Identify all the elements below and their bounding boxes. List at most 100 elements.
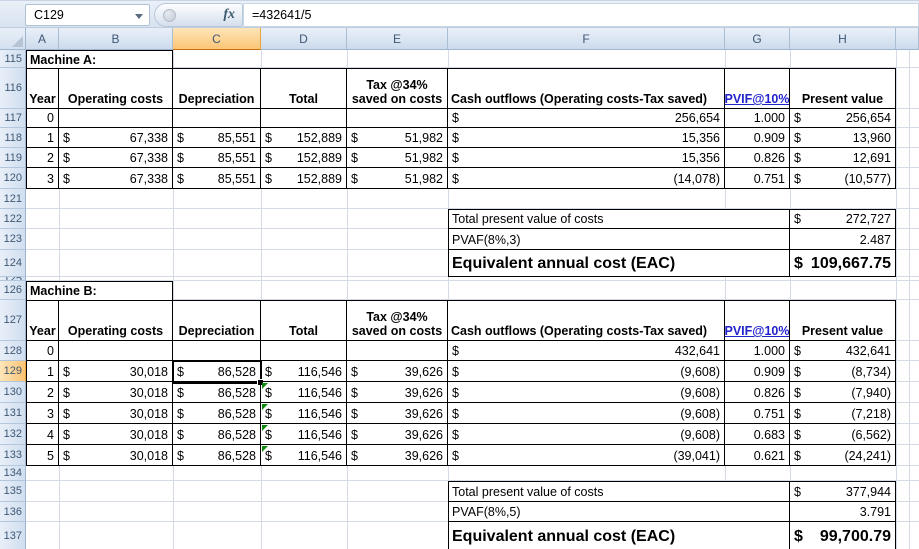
cell-F137[interactable]: Equivalent annual cost (EAC) [448, 522, 790, 549]
cell-F136[interactable]: PVAF(8%,5) [448, 502, 790, 522]
cell-F124[interactable]: Equivalent annual cost (EAC) [448, 250, 790, 277]
column-header-A[interactable]: A [26, 28, 59, 50]
cell-G130[interactable]: 0.826 [725, 382, 790, 403]
row-header-131[interactable]: 131 [0, 403, 26, 424]
cell-F119[interactable]: $15,356 [448, 148, 725, 168]
cell-A131[interactable]: 3 [26, 403, 59, 424]
cell-H116[interactable]: Present value [790, 68, 896, 109]
row-header-135[interactable]: 135 [0, 481, 26, 502]
cell-C118[interactable]: $85,551 [173, 128, 261, 148]
row-header-123[interactable]: 123 [0, 229, 26, 250]
column-header-H[interactable]: H [790, 28, 896, 50]
pvif-link-text[interactable]: PVIF@10% [725, 324, 790, 338]
cell-D120[interactable]: $152,889 [261, 168, 347, 189]
cell-E117[interactable] [347, 109, 448, 128]
cell-H117[interactable]: $256,654 [790, 109, 896, 128]
cell-F131[interactable]: $(9,608) [448, 403, 725, 424]
cell-F135[interactable]: Total present value of costs [448, 481, 790, 502]
cell-H120[interactable]: $(10,577) [790, 168, 896, 189]
select-all-corner[interactable] [0, 28, 26, 50]
column-header-F[interactable]: F [448, 28, 725, 50]
formula-input[interactable]: =432641/5 [243, 3, 919, 27]
cell-G133[interactable]: 0.621 [725, 445, 790, 466]
cell-C127[interactable]: Depreciation [173, 300, 261, 341]
row-header-120[interactable]: 120 [0, 168, 26, 189]
cell-E118[interactable]: $51,982 [347, 128, 448, 148]
cell-A127[interactable]: Year [26, 300, 59, 341]
cell-B117[interactable] [59, 109, 173, 128]
cell-C131[interactable]: $86,528 [173, 403, 261, 424]
cell-H124[interactable]: $109,667.75 [790, 250, 896, 277]
cell-E120[interactable]: $51,982 [347, 168, 448, 189]
cell-C130[interactable]: $86,528 [173, 382, 261, 403]
cell-E130[interactable]: $39,626 [347, 382, 448, 403]
cell-G118[interactable]: 0.909 [725, 128, 790, 148]
cell-H122[interactable]: $272,727 [790, 209, 896, 229]
cell-D118[interactable]: $152,889 [261, 128, 347, 148]
cell-G131[interactable]: 0.751 [725, 403, 790, 424]
cell-B129[interactable]: $30,018 [59, 361, 173, 382]
row-header-132[interactable]: 132 [0, 424, 26, 445]
cell-F123[interactable]: PVAF(8%,3) [448, 229, 790, 250]
cell-E129[interactable]: $39,626 [347, 361, 448, 382]
cell-F116[interactable]: Cash outflows (Operating costs-Tax saved… [448, 68, 725, 109]
cell-H130[interactable]: $(7,940) [790, 382, 896, 403]
cell-A129[interactable]: 1 [26, 361, 59, 382]
row-header-127[interactable]: 127 [0, 300, 26, 341]
cell-F120[interactable]: $(14,078) [448, 168, 725, 189]
row-header-137[interactable]: 137 [0, 522, 26, 549]
cell-C117[interactable] [173, 109, 261, 128]
name-box-dropdown-icon[interactable] [135, 14, 143, 19]
cell-F133[interactable]: $(39,041) [448, 445, 725, 466]
row-header-134[interactable]: 134 [0, 466, 26, 481]
cell-F129[interactable]: $(9,608) [448, 361, 725, 382]
cell-H127[interactable]: Present value [790, 300, 896, 341]
cell-G119[interactable]: 0.826 [725, 148, 790, 168]
cell-F132[interactable]: $(9,608) [448, 424, 725, 445]
cell-B130[interactable]: $30,018 [59, 382, 173, 403]
cell-H123[interactable]: 2.487 [790, 229, 896, 250]
cell-F130[interactable]: $(9,608) [448, 382, 725, 403]
cell-C128[interactable] [173, 341, 261, 361]
cell-A130[interactable]: 2 [26, 382, 59, 403]
row-header-130[interactable]: 130 [0, 382, 26, 403]
column-header-partial[interactable] [896, 28, 919, 50]
insert-function-icon[interactable]: fx [223, 7, 235, 23]
row-header-124[interactable]: 124 [0, 250, 26, 277]
row-header-136[interactable]: 136 [0, 502, 26, 522]
cell-E127[interactable]: Tax @34% saved on costs [347, 300, 448, 341]
column-header-D[interactable]: D [261, 28, 347, 50]
cell-H135[interactable]: $377,944 [790, 481, 896, 502]
cell-B133[interactable]: $30,018 [59, 445, 173, 466]
cell-A118[interactable]: 1 [26, 128, 59, 148]
cell-G117[interactable]: 1.000 [725, 109, 790, 128]
cell-H129[interactable]: $(8,734) [790, 361, 896, 382]
pvif-hyperlink[interactable]: PVIF@10% [725, 300, 790, 341]
cell-C132[interactable]: $86,528 [173, 424, 261, 445]
name-box[interactable]: C129 [25, 4, 150, 26]
cell-H119[interactable]: $12,691 [790, 148, 896, 168]
cell-E132[interactable]: $39,626 [347, 424, 448, 445]
row-header-116[interactable]: 116 [0, 68, 26, 109]
cell-B116[interactable]: Operating costs [59, 68, 173, 109]
cell-H118[interactable]: $13,960 [790, 128, 896, 148]
cell-G120[interactable]: 0.751 [725, 168, 790, 189]
cell-A117[interactable]: 0 [26, 109, 59, 128]
column-header-C[interactable]: C [173, 28, 261, 50]
cell-C129[interactable]: $86,528 [173, 361, 261, 382]
cell-B119[interactable]: $67,338 [59, 148, 173, 168]
cell-G128[interactable]: 1.000 [725, 341, 790, 361]
cell-G132[interactable]: 0.683 [725, 424, 790, 445]
cell-E119[interactable]: $51,982 [347, 148, 448, 168]
cell-A132[interactable]: 4 [26, 424, 59, 445]
cell-B128[interactable] [59, 341, 173, 361]
pvif-link-text[interactable]: PVIF@10% [725, 92, 790, 106]
cell-F127[interactable]: Cash outflows (Operating costs-Tax saved… [448, 300, 725, 341]
row-header-129[interactable]: 129 [0, 361, 26, 382]
column-header-E[interactable]: E [347, 28, 448, 50]
cell-D131[interactable]: $116,546 [261, 403, 347, 424]
cell-D119[interactable]: $152,889 [261, 148, 347, 168]
cell-E133[interactable]: $39,626 [347, 445, 448, 466]
cell-B118[interactable]: $67,338 [59, 128, 173, 148]
cell-D130[interactable]: $116,546 [261, 382, 347, 403]
